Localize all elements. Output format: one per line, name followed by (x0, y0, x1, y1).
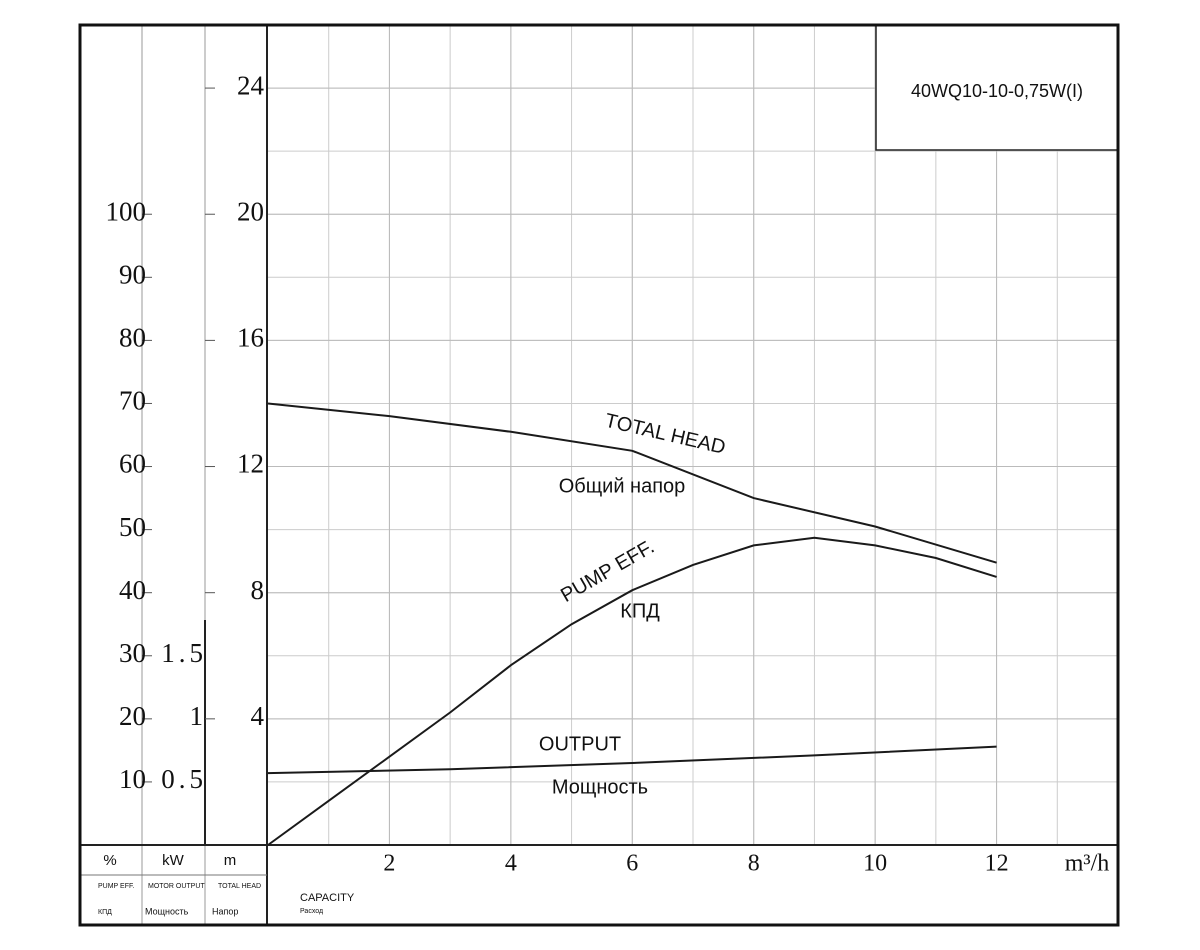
curve-label-ru: Общий напор (559, 475, 686, 497)
model-box (875, 24, 1119, 151)
y2-tick-label: 50 (119, 512, 146, 542)
x-tick-label: 8 (748, 851, 760, 877)
y2-tick-label: 70 (119, 386, 146, 416)
x-caption-ru: Расход (300, 908, 323, 915)
axis-unit: % (103, 852, 116, 869)
axis-caption-ru: Мощность (145, 906, 189, 916)
x-axis-label: m³/h (1065, 851, 1110, 877)
curves (267, 402, 997, 846)
curve-label-ru: КПД (620, 600, 660, 622)
y-tick-label: 4 (251, 701, 265, 731)
model-title: 40WQ10-10-0,75W(I) (911, 81, 1083, 101)
y-tick-label: 20 (237, 196, 264, 226)
curve (267, 402, 997, 564)
curve-label-ru: Мощность (552, 776, 648, 798)
y3-tick-label: 1.5 (161, 638, 207, 668)
y2-tick-label: 40 (119, 575, 146, 605)
y2-tick-label: 30 (119, 638, 146, 668)
x-tick-label: 10 (863, 851, 887, 877)
y-tick-label: 24 (237, 70, 265, 100)
x-caption: CAPACITY (300, 892, 355, 904)
y-tick-label: 8 (251, 575, 265, 605)
axis-unit: kW (162, 852, 185, 869)
y2-tick-label: 20 (119, 701, 146, 731)
y2-tick-label: 80 (119, 323, 146, 353)
y-tick-label: 16 (237, 323, 264, 353)
y-tick-label: 12 (237, 449, 264, 479)
curve (267, 536, 997, 846)
axis-caption: PUMP EFF. (98, 883, 134, 890)
axis-unit: m (224, 852, 237, 869)
axis-caption-ru: Напор (212, 906, 238, 916)
frame (78, 23, 1120, 927)
axis-caption-ru: КПД (98, 909, 112, 916)
x-tick-label: 2 (383, 851, 395, 877)
y2-tick-label: 10 (119, 764, 146, 794)
y3-tick-label: 0.5 (161, 764, 207, 794)
x-tick-label: 6 (626, 851, 638, 877)
axis-caption: TOTAL HEAD (218, 883, 261, 890)
y2-tick-label: 90 (119, 260, 146, 290)
x-tick-label: 4 (505, 851, 517, 877)
y2-tick-label: 60 (119, 449, 146, 479)
curve (267, 745, 997, 775)
y3-tick-label: 1 (190, 701, 208, 731)
y2-tick-label: 100 (106, 196, 147, 226)
curve-label: OUTPUT (539, 733, 621, 755)
x-tick-label: 12 (985, 851, 1009, 877)
axis-caption: MOTOR OUTPUT (148, 883, 205, 890)
grid (268, 25, 1118, 845)
